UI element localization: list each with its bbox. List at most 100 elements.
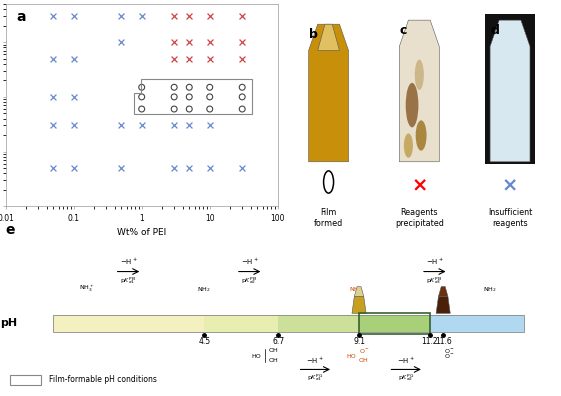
Bar bbox=[430, 315, 524, 332]
Bar bbox=[394, 14, 445, 164]
Polygon shape bbox=[355, 287, 364, 296]
Point bbox=[205, 94, 214, 100]
Text: $\mathrm{NH_2}$: $\mathrm{NH_2}$ bbox=[349, 285, 362, 294]
Point bbox=[185, 39, 194, 46]
Text: $-\mathrm{H}^+$: $-\mathrm{H}^+$ bbox=[241, 257, 259, 267]
Text: ×: × bbox=[502, 177, 518, 196]
Text: pH: pH bbox=[0, 318, 17, 328]
Bar bbox=[10, 375, 41, 385]
Polygon shape bbox=[318, 24, 339, 51]
Point bbox=[205, 39, 214, 46]
Point bbox=[169, 165, 178, 171]
Point bbox=[117, 39, 126, 46]
Point bbox=[49, 55, 58, 62]
Point bbox=[117, 165, 126, 171]
Text: $\mathrm{O}^-$: $\mathrm{O}^-$ bbox=[359, 346, 370, 355]
Point bbox=[69, 94, 78, 100]
Point bbox=[169, 39, 178, 46]
Bar bbox=[359, 315, 430, 332]
Text: $-\mathrm{H}^+$: $-\mathrm{H}^+$ bbox=[119, 257, 137, 267]
Point bbox=[69, 55, 78, 62]
Point bbox=[185, 84, 194, 90]
Point bbox=[137, 122, 146, 129]
Point bbox=[238, 106, 247, 112]
Text: d: d bbox=[490, 24, 499, 37]
Bar bbox=[278, 315, 359, 332]
Point bbox=[169, 122, 178, 129]
Polygon shape bbox=[352, 296, 366, 313]
Text: OH: OH bbox=[359, 358, 369, 362]
Point bbox=[205, 165, 214, 171]
Text: b: b bbox=[309, 28, 318, 41]
Ellipse shape bbox=[415, 60, 424, 90]
Text: OH: OH bbox=[268, 358, 278, 362]
Text: $-\mathrm{H}^+$: $-\mathrm{H}^+$ bbox=[397, 355, 415, 366]
Point bbox=[238, 13, 247, 19]
Ellipse shape bbox=[406, 83, 419, 128]
Text: HO: HO bbox=[346, 354, 356, 359]
Polygon shape bbox=[399, 20, 439, 162]
Polygon shape bbox=[439, 287, 448, 296]
Text: e: e bbox=[6, 223, 15, 237]
Text: 4.5: 4.5 bbox=[198, 337, 210, 346]
Point bbox=[205, 55, 214, 62]
Text: $\mathrm{O}^-$: $\mathrm{O}^-$ bbox=[444, 352, 456, 360]
Point bbox=[169, 106, 178, 112]
Point bbox=[238, 84, 247, 90]
Point bbox=[205, 122, 214, 129]
Point bbox=[238, 39, 247, 46]
Point bbox=[137, 94, 146, 100]
Text: $\mathrm{p}K_{a1}^{\mathrm{PG}}$: $\mathrm{p}K_{a1}^{\mathrm{PG}}$ bbox=[307, 372, 323, 383]
Text: $\mathrm{NH_3^+}$: $\mathrm{NH_3^+}$ bbox=[79, 284, 94, 294]
Text: Insufficient
reagents: Insufficient reagents bbox=[488, 208, 532, 228]
Point bbox=[185, 165, 194, 171]
Polygon shape bbox=[436, 296, 450, 313]
Point bbox=[205, 84, 214, 90]
Bar bbox=[53, 315, 204, 332]
Point bbox=[169, 94, 178, 100]
Point bbox=[185, 122, 194, 129]
Point bbox=[49, 13, 58, 19]
Text: 6.7: 6.7 bbox=[272, 337, 284, 346]
Polygon shape bbox=[490, 20, 530, 162]
Point bbox=[49, 94, 58, 100]
Point bbox=[69, 165, 78, 171]
X-axis label: Wt% of PEI: Wt% of PEI bbox=[117, 228, 166, 238]
Point bbox=[185, 13, 194, 19]
Point bbox=[137, 106, 146, 112]
Point bbox=[169, 84, 178, 90]
Point bbox=[69, 122, 78, 129]
Text: $\mathrm{p}K_{a3}^{\mathrm{PEI}}$: $\mathrm{p}K_{a3}^{\mathrm{PEI}}$ bbox=[426, 275, 443, 286]
Text: a: a bbox=[16, 10, 26, 24]
Text: 11.6: 11.6 bbox=[435, 337, 452, 346]
Text: c: c bbox=[399, 24, 407, 37]
Bar bbox=[485, 14, 535, 164]
Point bbox=[137, 13, 146, 19]
Text: $\mathrm{O}^-$: $\mathrm{O}^-$ bbox=[444, 346, 456, 355]
Text: Film-formable pH conditions: Film-formable pH conditions bbox=[49, 375, 157, 384]
Point bbox=[49, 122, 58, 129]
Text: $-\mathrm{H}^+$: $-\mathrm{H}^+$ bbox=[306, 355, 324, 366]
Bar bbox=[53, 315, 524, 332]
Point bbox=[185, 106, 194, 112]
Text: OH: OH bbox=[268, 348, 278, 353]
Point bbox=[49, 165, 58, 171]
Text: $\mathrm{NH_2}$: $\mathrm{NH_2}$ bbox=[484, 285, 497, 294]
Point bbox=[205, 13, 214, 19]
Point bbox=[238, 94, 247, 100]
Ellipse shape bbox=[404, 133, 413, 158]
Text: $\mathrm{p}K_{a1}^{\mathrm{PEI}}$: $\mathrm{p}K_{a1}^{\mathrm{PEI}}$ bbox=[120, 275, 137, 286]
Text: $-\mathrm{H}^+$: $-\mathrm{H}^+$ bbox=[426, 257, 444, 267]
Text: 11.2: 11.2 bbox=[421, 337, 438, 346]
Point bbox=[238, 165, 247, 171]
Polygon shape bbox=[309, 24, 348, 162]
Point bbox=[238, 55, 247, 62]
Text: HO: HO bbox=[252, 354, 261, 359]
Point bbox=[205, 106, 214, 112]
Text: $\mathrm{p}K_{a2}^{\mathrm{PEI}}$: $\mathrm{p}K_{a2}^{\mathrm{PEI}}$ bbox=[241, 275, 258, 286]
Text: ×: × bbox=[411, 177, 427, 196]
Point bbox=[185, 55, 194, 62]
Text: 9.1: 9.1 bbox=[353, 337, 365, 346]
Point bbox=[169, 13, 178, 19]
Point bbox=[137, 84, 146, 90]
